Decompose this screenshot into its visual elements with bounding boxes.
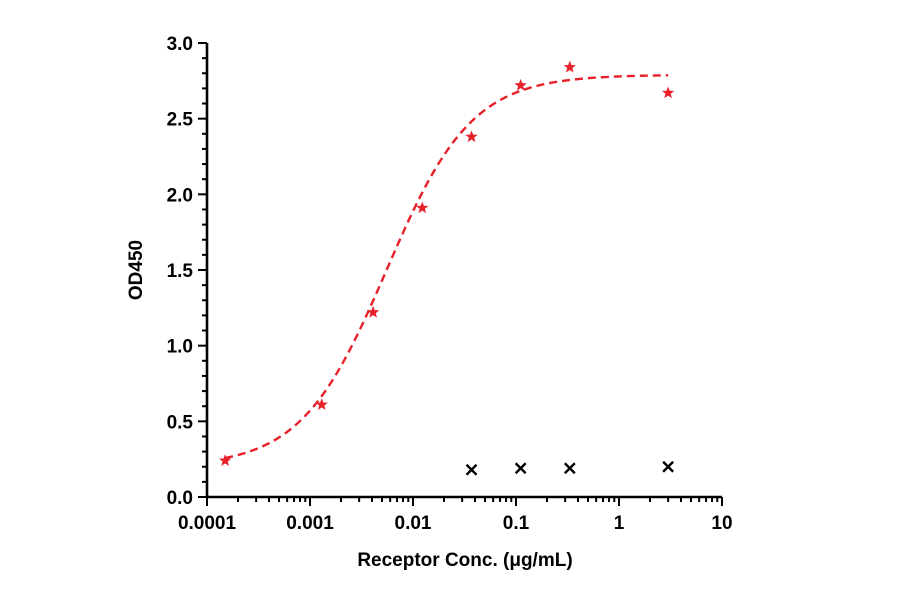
x-tick-label: 0.001 (286, 513, 334, 534)
y-tick-label: 0.5 (167, 412, 194, 433)
data-point-star (315, 398, 328, 410)
data-point-star (416, 201, 429, 214)
data-points (218, 60, 675, 476)
y-tick-label: 2.0 (167, 185, 193, 206)
data-point-x (514, 462, 527, 475)
y-axis-ticks: 0.0 0.5 1.0 1.5 2.0 2.5 3.0 (167, 34, 207, 509)
fit-curve (224, 74, 669, 460)
x-tick-label: 0.01 (395, 513, 432, 534)
x-axis-title: Receptor Conc. (μg/mL) (357, 550, 572, 571)
fit-curves (224, 74, 669, 460)
y-axis-title: OD450 (126, 240, 147, 300)
data-point-x (465, 463, 478, 476)
data-point-star (366, 305, 380, 318)
y-tick-label: 1.0 (167, 337, 193, 358)
y-tick-label: 0.0 (167, 488, 193, 509)
data-point-star (563, 60, 576, 73)
x-tick-label: 0.1 (503, 513, 530, 534)
y-tick-label: 3.0 (167, 34, 193, 55)
axes: 0.0 0.5 1.0 1.5 2.0 2.5 3.0 0.0001 0.001 0.01 0.1… (167, 34, 733, 534)
x-tick-label: 1 (614, 513, 625, 534)
x-tick-label: 10 (711, 513, 732, 534)
data-point-x (563, 462, 576, 475)
y-tick-label: 1.5 (167, 261, 194, 282)
y-tick-label: 2.5 (167, 110, 194, 131)
data-point-star (661, 86, 675, 99)
x-tick-label: 0.0001 (178, 513, 237, 534)
x-axis-ticks: 0.0001 0.001 0.01 0.1 1 10 (178, 497, 733, 534)
data-point-star (465, 130, 478, 143)
data-point-x (662, 460, 674, 473)
data-point-star (218, 454, 232, 466)
data-point-star (514, 78, 527, 91)
